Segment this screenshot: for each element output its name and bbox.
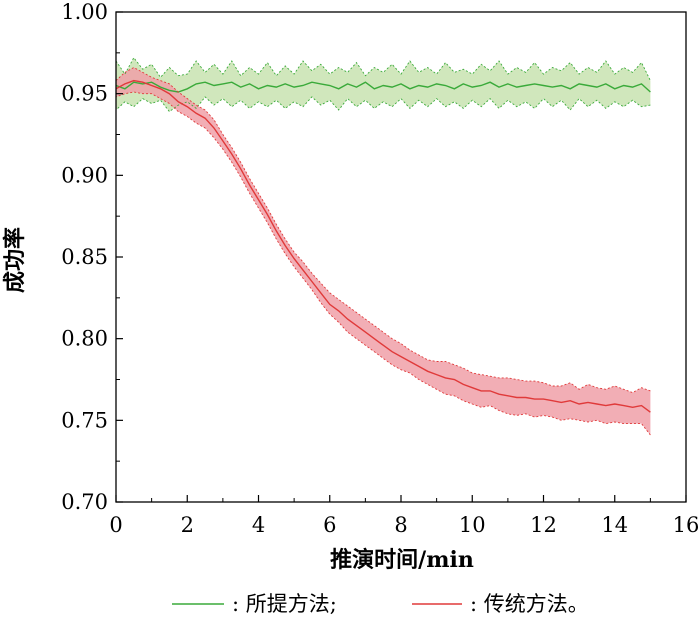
y-tick-label: 0.70 bbox=[61, 490, 108, 514]
legend-label-traditional: : 传统方法。 bbox=[470, 592, 589, 616]
y-tick-label: 0.80 bbox=[61, 327, 108, 351]
y-tick-label: 0.95 bbox=[61, 82, 108, 106]
x-tick-label: 4 bbox=[252, 513, 265, 537]
series-1-band bbox=[116, 67, 651, 435]
x-tick-label: 14 bbox=[601, 513, 628, 537]
series-1-lower-bound bbox=[115, 91, 651, 436]
x-tick-label: 12 bbox=[530, 513, 557, 537]
y-tick-label: 1.00 bbox=[61, 0, 108, 24]
axes: 0 2 4 6 8 10 12 14 16 0.70 0.75 0.80 0.85 0.90 0.95 1.0… bbox=[61, 0, 699, 537]
series-0-line bbox=[115, 81, 651, 93]
legend-colon-proposed: : bbox=[232, 592, 246, 616]
uncertainty-bands bbox=[116, 57, 651, 435]
y-tick-label: 0.85 bbox=[61, 245, 108, 269]
x-tick-label: 8 bbox=[394, 513, 407, 537]
y-tick-label: 0.90 bbox=[61, 163, 108, 187]
x-axis-title: 推演时间/min bbox=[330, 547, 474, 573]
legend-label-proposed: : 所提方法; bbox=[232, 592, 337, 616]
x-tick-label: 6 bbox=[323, 513, 336, 537]
series-0-band bbox=[116, 57, 651, 112]
legend-colon-traditional: : bbox=[470, 592, 484, 616]
x-tick-label: 16 bbox=[673, 513, 700, 537]
series-1-upper-bound bbox=[115, 66, 651, 394]
y-axis-title: 成功率 bbox=[2, 227, 28, 293]
series-lines bbox=[115, 56, 651, 436]
x-tick-label: 2 bbox=[181, 513, 194, 537]
y-tick-label: 0.75 bbox=[61, 408, 108, 432]
x-tick-label: 0 bbox=[109, 513, 122, 537]
series-1-line bbox=[115, 79, 651, 413]
legend-name-traditional: 传统方法。 bbox=[484, 592, 589, 616]
series-0-lower-bound bbox=[115, 96, 651, 113]
legend: : 所提方法; : 传统方法。 bbox=[172, 592, 589, 616]
x-tick-label: 10 bbox=[459, 513, 486, 537]
legend-name-proposed: 所提方法; bbox=[246, 592, 337, 616]
